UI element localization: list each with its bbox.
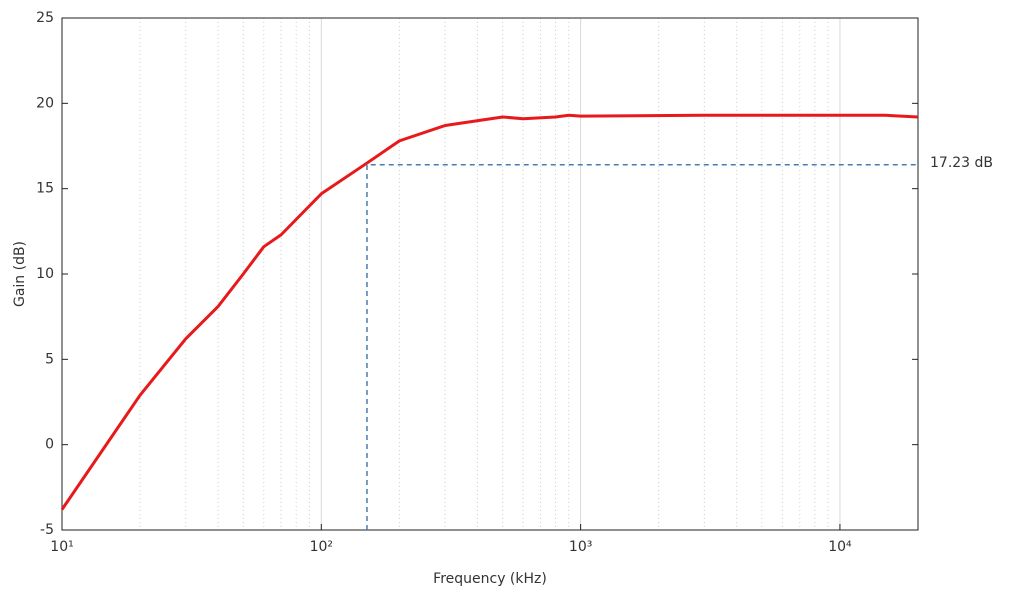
y-tick-label: -5 xyxy=(40,522,54,538)
x-tick-label: 10² xyxy=(310,539,333,555)
x-tick-label: 10⁴ xyxy=(828,539,852,555)
y-tick-label: 25 xyxy=(36,10,54,26)
y-tick-label: 20 xyxy=(36,95,54,111)
x-tick-label: 10¹ xyxy=(50,539,73,555)
x-axis-label: Frequency (kHz) xyxy=(433,571,547,587)
plot-frame xyxy=(61,17,919,531)
reference-line xyxy=(366,164,918,530)
x-tick-label: 10³ xyxy=(569,539,592,555)
y-tick-label: 5 xyxy=(45,351,54,367)
y-tick-label: 0 xyxy=(45,437,54,453)
data-line xyxy=(60,113,919,511)
y-tick-label: 10 xyxy=(36,266,54,282)
annotation: 17.23 dB xyxy=(930,155,993,171)
y-tick-label: 15 xyxy=(36,181,54,197)
y-axis-label: Gain (dB) xyxy=(12,241,28,307)
